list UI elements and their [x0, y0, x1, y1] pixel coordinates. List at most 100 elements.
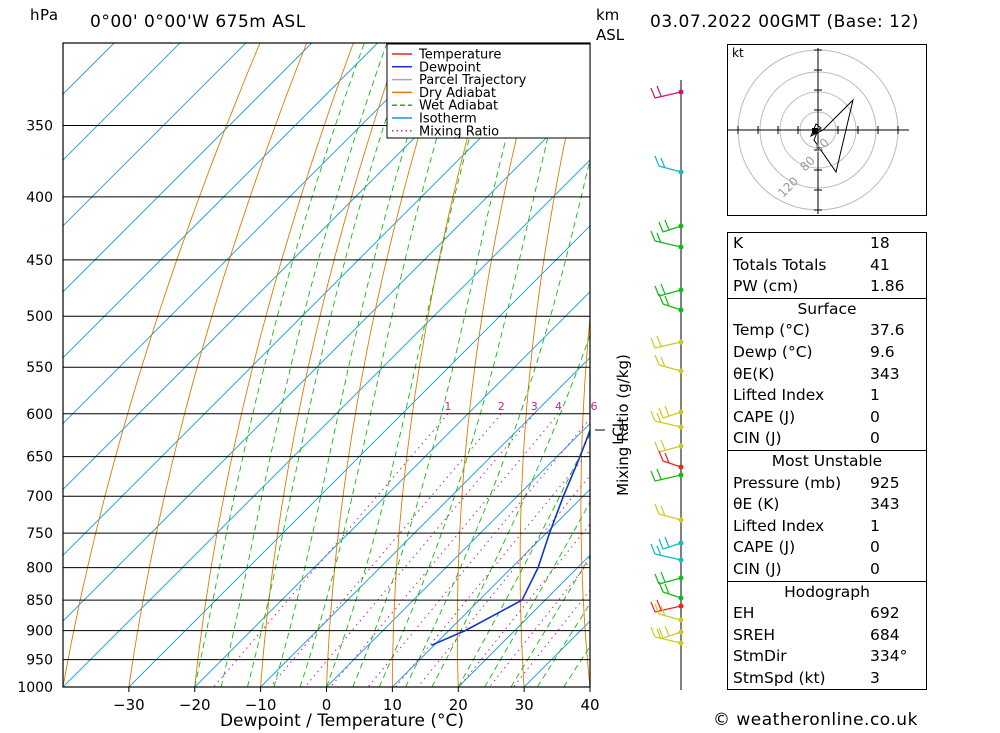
location-label: 0°00' 0°00'W 675m ASL	[90, 12, 306, 32]
wet-adiabat-line	[194, 43, 365, 687]
dry-adiabat-line	[326, 43, 448, 687]
stat-row: Dewp (°C) 9.6	[733, 342, 895, 361]
wind-barb	[650, 543, 682, 561]
wind-barb	[658, 536, 682, 550]
mixing-ratio-line	[513, 589, 590, 687]
isotherm-line	[128, 225, 590, 687]
mixing-ratio-axis-label: Mixing Ratio (g/kg)	[614, 354, 632, 496]
wet-adiabat-line	[405, 157, 590, 687]
asl-unit-label: ASL	[596, 26, 625, 44]
mixing-ratio-line	[395, 449, 590, 687]
wind-barb	[658, 405, 682, 419]
pressure-tick-label: 750	[26, 526, 53, 542]
pressure-unit-label: hPa	[30, 6, 59, 24]
pressure-tick-label: 350	[26, 118, 53, 134]
wind-barb	[658, 219, 682, 233]
stats-most-unstable: Most Unstable Pressure (mb) 925 θE (K) 343…	[727, 449, 927, 582]
legend-label: Isotherm	[419, 112, 477, 127]
most-unstable-title: Most Unstable	[771, 451, 883, 470]
stat-row-totals: Totals Totals 41	[733, 255, 890, 274]
mixing-ratio-label: 3	[531, 400, 538, 413]
isotherm-line	[63, 159, 590, 687]
dry-adiabat-line	[63, 43, 261, 687]
stat-row: Pressure (mb) 925	[733, 473, 900, 492]
stat-row: StmDir 334°	[733, 647, 908, 666]
pressure-tick-label: 850	[26, 593, 53, 609]
mixing-ratio-line	[213, 413, 449, 687]
pressure-tick-label: 550	[26, 360, 53, 376]
pressure-tick-label: 950	[26, 653, 53, 669]
wind-barb	[658, 293, 682, 311]
stat-row-k: K 18	[733, 234, 890, 252]
isotherm-line	[259, 356, 590, 687]
x-axis-label: Dewpoint / Temperature (°C)	[220, 711, 464, 731]
km-unit-label: km	[596, 6, 620, 24]
stat-row: θE (K) 343	[733, 495, 900, 514]
stat-row: CAPE (J) 0	[733, 407, 880, 426]
wind-barb	[658, 625, 682, 639]
isotherm-line	[391, 488, 590, 687]
dry-adiabat-line	[519, 43, 588, 687]
mixing-ratio-line	[269, 413, 502, 687]
stat-row: θE(K) 343	[733, 364, 900, 383]
stats-surface: Surface Temp (°C) 37.6 Dewp (°C) 9.6 θE(K)…	[727, 297, 927, 451]
wind-barb	[654, 354, 682, 372]
stat-row: CAPE (J) 0	[733, 538, 880, 557]
legend-label: Wet Adiabat	[419, 99, 498, 114]
wind-barb	[650, 230, 682, 248]
stats-panel: K 18 Totals Totals 41 PW (cm) 1.86 Surface …	[727, 232, 927, 691]
wind-barb	[650, 468, 682, 482]
hodograph-storm-marker	[812, 128, 818, 134]
dry-adiabat-line	[194, 43, 354, 687]
wind-barb	[654, 439, 682, 453]
hodograph: kt 40 80 120	[727, 44, 927, 216]
pressure-tick-label: 800	[26, 561, 53, 577]
isotherm-line	[457, 554, 590, 687]
mixing-ratio-label: 6	[590, 400, 597, 413]
pressure-tick-label: 450	[26, 253, 53, 269]
wet-adiabat-line	[299, 43, 466, 687]
hodograph-unit: kt	[732, 46, 744, 60]
temperature-tick-label: −20	[179, 696, 211, 714]
mixing-ratio-line	[458, 523, 590, 687]
copyright-label: © weatheronline.co.uk	[713, 710, 918, 730]
isotherm-line	[63, 43, 181, 161]
wet-adiabat-line	[247, 43, 412, 687]
wind-barb	[650, 85, 682, 99]
mixing-ratio-line	[367, 417, 590, 687]
legend-label: Mixing Ratio	[419, 124, 499, 139]
temperature-tick-label: 10	[383, 696, 402, 714]
stat-row: CIN (J) 0	[733, 429, 880, 448]
isotherm-line	[63, 43, 313, 293]
pressure-tick-label: 900	[26, 624, 53, 640]
temperature-tick-label: 30	[515, 696, 534, 714]
surface-title: Surface	[797, 299, 857, 318]
datetime-label: 03.07.2022 00GMT (Base: 12)	[650, 12, 919, 32]
wind-barb	[654, 503, 682, 521]
temperature-tick-label: 20	[449, 696, 468, 714]
legend-label: Dry Adiabat	[419, 86, 496, 101]
stat-row: Lifted Index 1	[733, 516, 880, 535]
stats-hodograph: Hodograph EH 692 SREH 684 StmDir 334° StmSp…	[727, 580, 927, 691]
dewpoint-profile	[431, 428, 590, 647]
temperature-tick-label: 0	[322, 696, 332, 714]
wind-barb	[650, 410, 682, 428]
stat-row: CIN (J) 0	[733, 559, 880, 578]
wet-adiabat-line	[220, 43, 388, 687]
wind-barb	[654, 603, 682, 621]
isotherm-line	[63, 43, 445, 425]
stats-indices: K 18 Totals Totals 41 PW (cm) 1.86	[727, 232, 927, 299]
mixing-ratio-label: 1	[444, 400, 451, 413]
stat-row: EH 692	[733, 604, 900, 623]
legend-label: Temperature	[418, 48, 501, 63]
hodograph-stats-title: Hodograph	[784, 582, 870, 601]
dry-adiabat-line	[128, 43, 308, 687]
stat-row: Lifted Index 1	[733, 386, 880, 405]
isotherm-line	[194, 291, 590, 687]
temperature-tick-label: −10	[245, 696, 277, 714]
legend-label: Dewpoint	[419, 60, 481, 75]
mixing-ratio-label: 2	[498, 400, 505, 413]
isotherm-line	[325, 422, 590, 687]
wind-barb	[654, 283, 682, 297]
